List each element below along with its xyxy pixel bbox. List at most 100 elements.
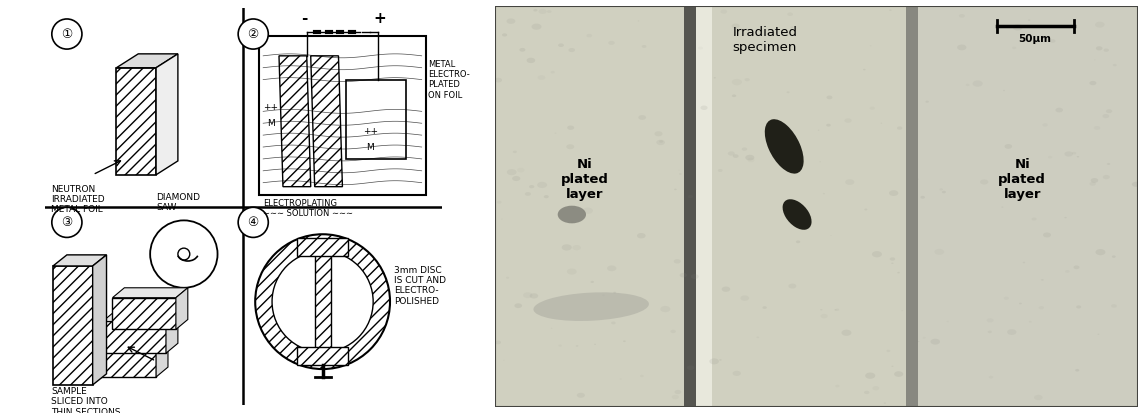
Circle shape: [637, 233, 646, 238]
Circle shape: [591, 281, 594, 283]
Polygon shape: [279, 56, 310, 187]
Circle shape: [661, 306, 670, 312]
Circle shape: [495, 78, 502, 83]
Circle shape: [1004, 144, 1012, 149]
Text: M: M: [267, 119, 275, 128]
Circle shape: [917, 178, 919, 180]
Polygon shape: [166, 311, 177, 353]
Circle shape: [544, 195, 548, 198]
Circle shape: [534, 9, 537, 12]
Text: NEUTRON
IRRADIATED
METAL FOIL: NEUTRON IRRADIATED METAL FOIL: [52, 185, 104, 214]
Text: ②: ②: [247, 28, 259, 40]
Circle shape: [502, 218, 503, 220]
Circle shape: [660, 140, 663, 142]
Circle shape: [678, 170, 680, 171]
Circle shape: [673, 259, 681, 263]
Circle shape: [641, 45, 647, 48]
Circle shape: [512, 176, 520, 181]
Circle shape: [1095, 22, 1105, 28]
Bar: [259, 36, 426, 195]
Circle shape: [1093, 126, 1100, 130]
Circle shape: [538, 75, 545, 80]
Circle shape: [1028, 19, 1030, 21]
Circle shape: [506, 19, 515, 24]
Circle shape: [1093, 59, 1096, 60]
Circle shape: [790, 26, 793, 28]
Polygon shape: [93, 335, 168, 345]
Circle shape: [656, 140, 665, 145]
Circle shape: [688, 195, 693, 198]
Circle shape: [523, 292, 532, 298]
Circle shape: [1098, 334, 1099, 335]
Circle shape: [614, 292, 616, 294]
Circle shape: [1050, 39, 1056, 43]
Circle shape: [52, 207, 82, 237]
Circle shape: [892, 366, 893, 367]
Circle shape: [842, 330, 852, 336]
Circle shape: [907, 372, 909, 374]
Text: Irradiated
specimen: Irradiated specimen: [733, 26, 797, 54]
Circle shape: [894, 371, 903, 377]
Polygon shape: [310, 56, 342, 187]
Circle shape: [732, 24, 740, 28]
Text: ④: ④: [247, 216, 259, 229]
Circle shape: [934, 249, 945, 255]
Circle shape: [551, 328, 552, 329]
Bar: [297, 238, 348, 256]
Circle shape: [577, 393, 585, 398]
Circle shape: [788, 12, 793, 16]
Circle shape: [741, 295, 749, 301]
Circle shape: [988, 376, 993, 379]
Polygon shape: [112, 298, 176, 330]
Bar: [696, 6, 712, 407]
Circle shape: [640, 375, 643, 377]
Circle shape: [1065, 151, 1073, 157]
Circle shape: [698, 47, 703, 50]
Circle shape: [1076, 305, 1081, 309]
Bar: [297, 347, 348, 366]
Circle shape: [891, 263, 893, 264]
Circle shape: [980, 179, 988, 185]
Circle shape: [732, 79, 742, 85]
Circle shape: [827, 124, 831, 127]
Circle shape: [619, 378, 622, 380]
Circle shape: [1076, 156, 1079, 157]
Polygon shape: [156, 335, 168, 377]
Circle shape: [1112, 255, 1115, 258]
Circle shape: [864, 391, 869, 394]
Text: Ni
plated
layer: Ni plated layer: [561, 159, 609, 202]
Circle shape: [1034, 395, 1043, 400]
Circle shape: [796, 240, 800, 243]
Circle shape: [572, 208, 574, 209]
Circle shape: [718, 169, 722, 172]
Text: +: +: [373, 11, 387, 26]
Circle shape: [719, 359, 721, 361]
Circle shape: [497, 201, 502, 204]
Circle shape: [763, 306, 767, 309]
Circle shape: [917, 341, 919, 342]
Circle shape: [988, 330, 992, 333]
Circle shape: [1056, 108, 1063, 112]
Circle shape: [638, 115, 646, 120]
Circle shape: [910, 315, 918, 319]
Polygon shape: [103, 321, 166, 353]
Circle shape: [836, 309, 839, 311]
Circle shape: [1096, 249, 1105, 255]
Circle shape: [554, 133, 556, 134]
Circle shape: [547, 10, 552, 13]
Circle shape: [965, 84, 970, 86]
Circle shape: [567, 144, 575, 149]
Polygon shape: [117, 54, 177, 68]
Bar: [495, 6, 688, 407]
Text: Ni
plated
layer: Ni plated layer: [998, 159, 1047, 202]
Circle shape: [787, 91, 790, 93]
Circle shape: [1048, 156, 1052, 159]
Text: DIAMOND
SAW: DIAMOND SAW: [156, 193, 200, 212]
Circle shape: [1002, 206, 1003, 208]
Circle shape: [721, 287, 731, 292]
Circle shape: [576, 345, 578, 347]
Circle shape: [572, 245, 581, 250]
Ellipse shape: [782, 199, 812, 230]
Circle shape: [570, 221, 574, 223]
Circle shape: [1019, 303, 1021, 304]
